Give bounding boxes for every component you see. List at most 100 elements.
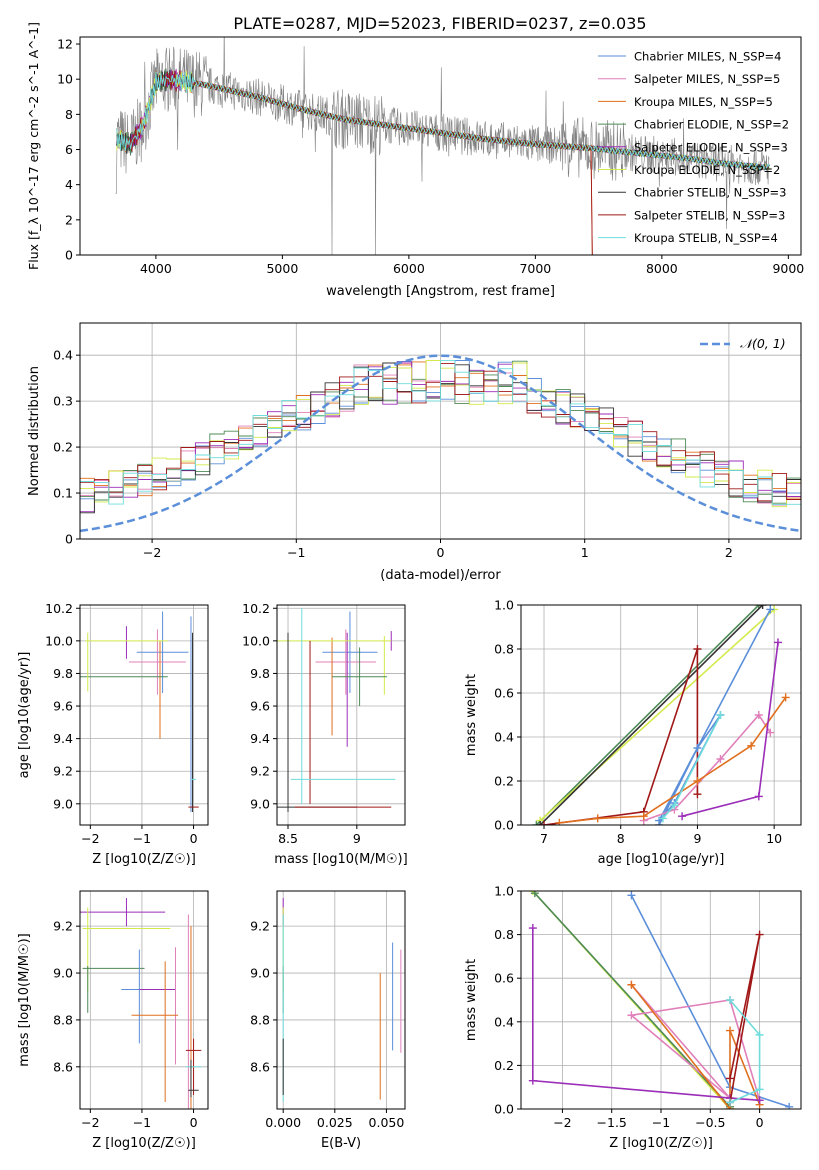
age_vs_mass-xtick-label: 9 — [353, 831, 361, 846]
spectrum-observed-data — [115, 37, 770, 255]
weight-marker — [773, 638, 782, 647]
weight_vs_Z-ytick-label: 1.0 — [494, 884, 514, 899]
weight-marker — [627, 1011, 636, 1020]
legend-label: Chabrier STELIB, N_SSP=3 — [634, 186, 786, 200]
mass_vs_ebv-ytick-label: 8.6 — [250, 1059, 270, 1074]
mass_vs_ebv-ytick-label: 9.2 — [250, 919, 270, 934]
weight-marker — [693, 645, 702, 653]
residuals-plot-area — [80, 354, 801, 533]
age_vs_Z-ytick-label: 10.2 — [45, 601, 73, 616]
spectrum-ytick-label: 10 — [57, 72, 73, 87]
spectrum-model-line — [116, 69, 770, 171]
residuals-xtick-label: 0 — [437, 545, 445, 560]
weight_vs_age-xtick-label: 8 — [617, 831, 625, 846]
weight-marker — [755, 1085, 764, 1094]
spectrum-xlabel: wavelength [Angstrom, rest frame] — [326, 284, 555, 299]
age_vs_Z-xlabel: Z [log10(Z/Z☉)] — [92, 852, 196, 867]
residuals-ytick-label: 0 — [65, 532, 73, 547]
age_vs_Z-ytick-label: 9.2 — [53, 764, 73, 779]
weight-marker — [540, 821, 549, 825]
mass_vs_ebv-frame — [276, 890, 406, 1110]
weight_vs_Z-xtick-label: 0 — [756, 1115, 764, 1130]
weight_vs_Z-ytick-label: 0.6 — [494, 971, 514, 986]
age_vs_Z-ytick-label: 9.6 — [53, 699, 73, 714]
weight_vs_age-xtick-label: 10 — [766, 831, 782, 846]
weight-line — [539, 605, 764, 825]
spectrum-xtick-label: 8000 — [646, 261, 678, 276]
age_vs_mass-ytick-label: 9.0 — [250, 796, 270, 811]
weight_vs_age-frame — [520, 604, 802, 826]
age_vs_mass-ytick-label: 9.8 — [250, 666, 270, 681]
chart-layer: 4000 5000 6000 7000 8000 9000024681012wavelen… — [17, 22, 804, 1151]
residuals-xtick-label: −2 — [143, 545, 161, 560]
spectrum-model-line — [116, 70, 593, 255]
weight-marker — [639, 812, 648, 821]
weight-marker — [593, 814, 602, 823]
mass_vs_ebv-xtick-label: 0.025 — [317, 1115, 353, 1130]
weight-marker — [726, 1026, 735, 1035]
weight_vs_age-ytick-label: 0.8 — [494, 642, 514, 657]
age_vs_mass-frame — [276, 604, 406, 826]
residuals-ytick-label: 0.2 — [53, 440, 73, 455]
weight_vs_age-xlabel: age [log10(age/yr)] — [598, 852, 725, 867]
weight-marker — [528, 1076, 537, 1085]
mass_vs_Z-xtick-label: 0 — [190, 1115, 198, 1130]
age_vs_mass-xtick-label: 8.5 — [278, 831, 298, 846]
weight_vs_Z-xlabel: Z [log10(Z/Z☉)] — [609, 1136, 713, 1151]
mass_vs_Z-ytick-label: 9.2 — [53, 919, 73, 934]
spectrum-xtick-label: 4000 — [140, 261, 172, 276]
spectrum-frame — [79, 36, 802, 256]
residuals-xtick-label: −1 — [287, 545, 305, 560]
mass_vs_Z-frame — [79, 890, 209, 1110]
spectrum-xtick-label: 6000 — [393, 261, 425, 276]
spectrum-ytick-label: 0 — [65, 248, 73, 263]
spectrum-xtick-label: 5000 — [266, 261, 298, 276]
weight_vs_age-xtick-label: 7 — [540, 831, 548, 846]
weight-marker — [693, 744, 702, 752]
weight-marker — [755, 1030, 764, 1039]
weight-marker — [693, 790, 702, 799]
age_vs_Z-ytick-label: 9.4 — [53, 731, 73, 746]
weight-marker — [766, 605, 775, 614]
weight-marker — [726, 1074, 735, 1083]
residuals-ytick-label: 0.1 — [53, 486, 73, 501]
residuals-ytick-label: 0.3 — [53, 394, 73, 409]
legend-label: Salpeter STELIB, N_SSP=3 — [634, 208, 785, 222]
age_vs_mass-ytick-label: 9.6 — [250, 699, 270, 714]
age_vs_Z-ytick-label: 9.0 — [53, 796, 73, 811]
mass_vs_Z-panel: −2 −1 0 8.6 8.8 9.0 9.2 Z [log10(Z/Z☉)] mass [lo… — [17, 890, 209, 1151]
legend-label: 𝒩(0, 1) — [740, 336, 786, 351]
spectrum-model-line — [116, 70, 770, 171]
age_vs_Z-xtick-label: −2 — [81, 831, 99, 846]
weight_vs_Z-xtick-label: −1 — [652, 1115, 670, 1130]
weight_vs_Z-ytick-label: 0.8 — [494, 927, 514, 942]
age_vs_mass-xlabel: mass [log10(M/M☉)] — [274, 852, 407, 867]
legend-label: Kroupa STELIB, N_SSP=4 — [634, 231, 778, 245]
mass_vs_ebv-xtick-label: 0.050 — [369, 1115, 405, 1130]
mass_vs_Z-xtick-label: −2 — [81, 1115, 99, 1130]
weight-marker — [627, 980, 636, 989]
mass_vs_Z-ytick-label: 9.0 — [53, 966, 73, 981]
age_vs_Z-ytick-label: 10.0 — [45, 633, 73, 648]
age_vs_mass-ytick-label: 10.2 — [242, 601, 270, 616]
spectrum-model-line — [116, 71, 770, 171]
weight-marker — [658, 814, 667, 823]
mass_vs_Z-ytick-label: 8.6 — [53, 1059, 73, 1074]
weight-line — [630, 984, 761, 1109]
age_vs_Z-ytick-label: 9.8 — [53, 666, 73, 681]
weight_vs_age-ytick-label: 1.0 — [494, 598, 514, 613]
age_vs_mass-panel: 8.5 9 9.0 9.2 9.4 9.6 9.8 10.0 10.2 mass [log10(M… — [242, 601, 408, 867]
residuals-ytick-label: 0.4 — [53, 348, 73, 363]
weight-line — [658, 609, 772, 825]
spectrum-ylabel: Flux [f_λ 10^-17 erg cm^-2 s^-1 A^-1] — [26, 22, 41, 270]
mass_vs_ebv-ytick-label: 9.0 — [250, 966, 270, 981]
weight-marker — [747, 741, 756, 750]
residuals-xtick-label: 2 — [725, 545, 733, 560]
spectrum-xtick-label: 9000 — [772, 261, 804, 276]
weight_vs_age-ytick-label: 0.6 — [494, 686, 514, 701]
residual-histogram — [80, 360, 801, 505]
weight-line — [535, 605, 760, 825]
mass_vs_ebv-xlabel: E(B-V) — [321, 1136, 361, 1151]
normal-distribution-curve — [80, 354, 801, 533]
